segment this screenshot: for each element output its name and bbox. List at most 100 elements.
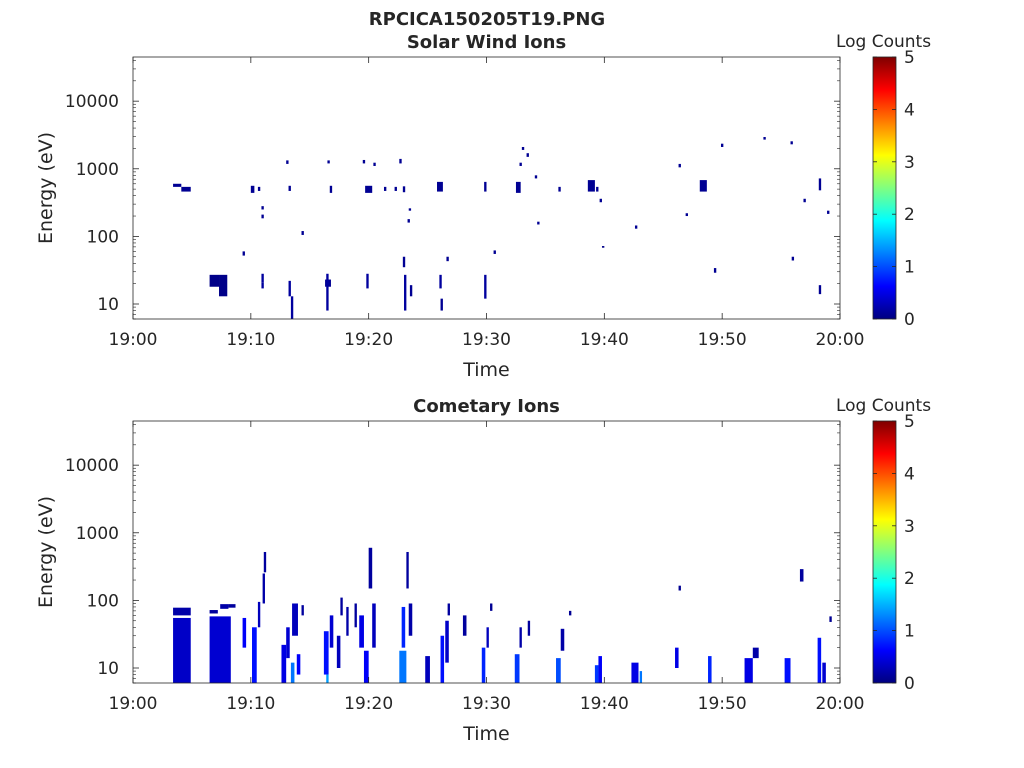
solar-wind-heatmap-cell <box>519 162 522 166</box>
cometary-heatmap-cell <box>447 603 450 616</box>
cometary-heatmap-cell <box>368 547 373 589</box>
cometary-heatmap-cell <box>354 603 357 628</box>
solar-wind-colorbar-tick-label: 5 <box>904 48 915 68</box>
solar-wind-heatmap-cell <box>484 181 487 192</box>
solar-wind-heatmap-cell <box>439 274 442 289</box>
cometary-heatmap-cell <box>209 610 218 614</box>
cometary-heatmap-cell <box>209 616 231 683</box>
solar-wind-colorbar-tick-label: 0 <box>904 310 915 330</box>
solar-wind-heatmap-cell <box>685 213 688 217</box>
cometary-heatmap-cell <box>346 606 349 636</box>
solar-wind-heatmap-cell <box>440 298 443 311</box>
cometary-heatmap-cell <box>173 617 191 683</box>
cometary-heatmap-cell <box>406 551 409 589</box>
solar-wind-heatmap-cell <box>720 143 724 147</box>
cometary-heatmap-cell <box>326 674 329 683</box>
figure-title: RPCICA150205T19.PNG <box>369 9 605 30</box>
cometary-heatmap-cell <box>262 573 265 604</box>
solar-wind-panel-title: Solar Wind Ions <box>407 32 566 53</box>
cometary-heatmap-cell <box>822 662 826 683</box>
cometary-heatmap-cell <box>286 627 290 659</box>
solar-wind-heatmap-cell <box>261 214 264 219</box>
solar-wind-heatmap-cell <box>827 210 830 214</box>
cometary-heatmap-cell <box>519 627 522 648</box>
solar-wind-heatmap-cell <box>534 175 538 179</box>
solar-wind-x-tick-label: 19:30 <box>462 330 511 350</box>
cometary-colorbar-tick-label: 4 <box>904 464 915 484</box>
solar-wind-heatmap-cell <box>209 274 220 287</box>
cometary-heatmap-cell <box>799 569 804 582</box>
solar-wind-heatmap-cell <box>790 141 793 145</box>
cometary-x-tick-label: 19:50 <box>698 694 747 714</box>
solar-wind-x-tick-label: 20:00 <box>816 330 865 350</box>
cometary-heatmap-cell <box>678 585 681 591</box>
cometary-heatmap-cell <box>514 654 520 683</box>
solar-wind-y-tick-label: 10 <box>97 295 119 315</box>
solar-wind-heatmap-cell <box>219 274 228 297</box>
solar-wind-colorbar-tick-label: 1 <box>904 258 915 278</box>
cometary-heatmap-cell <box>425 656 430 683</box>
solar-wind-heatmap-cell <box>537 221 540 225</box>
cometary-heatmap-cell <box>440 635 445 683</box>
cometary-x-tick-label: 19:00 <box>109 694 158 714</box>
cometary-heatmap-cell <box>598 656 602 683</box>
solar-wind-heatmap-cell <box>587 180 595 192</box>
solar-wind-colorbar-tick-label: 3 <box>904 153 915 173</box>
solar-wind-colorbar-label: Log Counts <box>836 32 931 52</box>
cometary-heatmap-cell <box>829 616 832 622</box>
solar-wind-heatmap-cell <box>818 285 822 295</box>
solar-wind-x-axis-label: Time <box>462 359 510 381</box>
solar-wind-heatmap-cells <box>173 137 830 319</box>
solar-wind-heatmap-cell <box>446 256 449 262</box>
solar-wind-heatmap-cell <box>515 181 521 193</box>
cometary-heatmap-cell <box>359 615 364 648</box>
cometary-heatmap-cell <box>290 662 295 683</box>
cometary-x-tick-label: 19:40 <box>580 694 629 714</box>
cometary-heatmap-cell <box>363 650 369 683</box>
solar-wind-heatmap-cell <box>362 159 366 164</box>
solar-wind-heatmap-cell <box>301 231 304 235</box>
solar-wind-colorbar-tick-label: 4 <box>904 100 915 120</box>
solar-wind-heatmap-cell <box>409 285 413 297</box>
cometary-heatmap-cell <box>399 650 407 683</box>
cometary-heatmap-cell <box>263 551 267 573</box>
solar-wind-x-tick-label: 19:50 <box>698 330 747 350</box>
solar-wind-heatmap-cell <box>791 256 795 261</box>
cometary-colorbar-label: Log Counts <box>836 396 931 416</box>
cometary-heatmap-cell <box>568 610 572 616</box>
solar-wind-x-tick-label: 19:00 <box>109 330 158 350</box>
cometary-colorbar-tick-label: 5 <box>904 412 915 432</box>
cometary-heatmap-cell <box>228 604 236 608</box>
cometary-y-tick-label: 100 <box>87 591 119 611</box>
cometary-heatmap-cell <box>744 658 753 683</box>
cometary-heatmap-cell <box>292 603 298 636</box>
solar-wind-heatmap-cell <box>526 153 529 157</box>
cometary-heatmap-cell <box>257 601 261 628</box>
cometary-heatmap-cell <box>173 607 191 616</box>
solar-wind-heatmap-cell <box>326 273 329 311</box>
cometary-heatmap-cell <box>445 620 449 663</box>
solar-wind-heatmap-cell <box>261 282 264 289</box>
solar-wind-heatmap-cell <box>634 225 638 229</box>
solar-wind-heatmap-cell <box>818 178 822 191</box>
solar-wind-heatmap-cell <box>261 273 264 283</box>
cometary-y-tick-label: 10000 <box>65 456 119 476</box>
cometary-heatmap-cell <box>329 615 334 648</box>
cometary-heatmap-cell <box>675 647 679 669</box>
cometary-heatmap-cell <box>490 603 493 611</box>
cometary-y-tick-label: 1000 <box>76 524 119 544</box>
cometary-y-tick-label: 10 <box>97 659 119 679</box>
cometary-heatmap-cell <box>708 656 712 683</box>
cometary-heatmap-cell <box>486 627 489 648</box>
cometary-heatmap-cell <box>401 606 406 648</box>
solar-wind-heatmap-cell <box>763 137 766 140</box>
solar-wind-heatmap-cell <box>601 246 605 248</box>
cometary-heatmap-cell <box>336 635 341 669</box>
solar-wind-heatmap-cell <box>242 251 245 256</box>
solar-wind-heatmap-cell <box>329 185 333 193</box>
solar-wind-heatmap-cell <box>373 162 376 166</box>
solar-wind-colorbar-tick-label: 2 <box>904 205 915 225</box>
cometary-heatmap-cell <box>631 662 639 683</box>
cometary-x-tick-label: 19:20 <box>344 694 393 714</box>
